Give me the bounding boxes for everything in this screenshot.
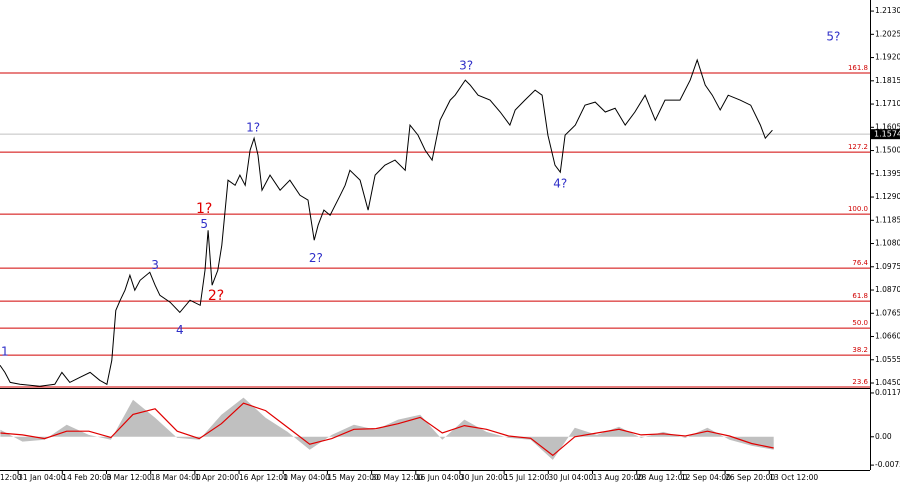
x-tick-label: 18 Mar 04:00: [151, 473, 201, 482]
x-tick-label: 15 Jul 12:00: [504, 473, 549, 482]
wave-label: 3?: [459, 59, 473, 73]
x-tick-label: 13 Oct 12:00: [769, 473, 818, 482]
x-tick-label: 28 Aug 12:00: [637, 473, 688, 482]
y-tick-label: 1.1710: [875, 99, 900, 108]
y-tick-label: 1.2130: [875, 6, 900, 15]
y-tick-label: 0.00: [875, 432, 892, 441]
y-tick-label: 1.1185: [875, 215, 900, 224]
x-tick-label: 1 May 04:00: [283, 473, 330, 482]
y-tick-label: 1.0450: [875, 378, 900, 387]
y-tick-label: 1.0765: [875, 308, 900, 317]
y-tick-label: 1.1605: [875, 122, 900, 131]
y-tick-label: 1.0660: [875, 332, 900, 341]
x-tick-label: 31 Jan 04:00: [18, 473, 66, 482]
wave-label: 2?: [309, 251, 323, 265]
wave-label: 1: [1, 345, 9, 359]
y-tick-label: 1.2025: [875, 29, 900, 38]
y-tick-label: 1.0555: [875, 355, 900, 364]
wave-label: 1?: [196, 201, 212, 217]
x-tick-label: 16 Jun 04:00: [416, 473, 464, 482]
y-tick-label: -0.00759: [875, 460, 900, 469]
y-tick-label: 1.0870: [875, 285, 900, 294]
level-label: 50.0: [852, 319, 868, 327]
level-label: 76.4: [852, 259, 868, 267]
x-tick-label: 30 May 12:00: [372, 473, 424, 482]
last-price-box: [871, 129, 900, 140]
wave-label: 4: [176, 323, 184, 337]
x-tick-label: 13 Aug 20:00: [593, 473, 644, 482]
level-label: 38.2: [852, 346, 868, 354]
x-tick-label: 15 May 20:00: [327, 473, 379, 482]
wave-label: 5?: [826, 30, 840, 44]
y-tick-label: 1.1080: [875, 239, 900, 248]
x-tick-label: 30 Jun 20:00: [460, 473, 508, 482]
wave-label: 1?: [246, 121, 260, 135]
x-tick-label: 1 Apr 20:00: [195, 473, 239, 482]
x-tick-label: 16 Apr 12:00: [239, 473, 288, 482]
x-tick-label: 30 Jul 04:00: [548, 473, 593, 482]
y-tick-label: 1.1815: [875, 76, 900, 85]
x-tick-label: 26 Sep 20:00: [725, 473, 775, 482]
level-label: 127.2: [848, 143, 868, 151]
price-line: [0, 58, 773, 387]
y-tick-label: 1.1920: [875, 53, 900, 62]
level-label: 161.8: [848, 64, 868, 72]
wave-label: 4?: [553, 177, 567, 191]
y-tick-label: 1.1500: [875, 146, 900, 155]
wave-label: 3: [151, 258, 159, 272]
x-tick-label: 12:00: [0, 473, 22, 482]
y-tick-label: 1.1290: [875, 192, 900, 201]
level-label: 100.0: [848, 205, 868, 213]
wave-label: 5: [200, 217, 208, 231]
level-label: 61.8: [852, 292, 868, 300]
y-tick-label: 1.1395: [875, 169, 900, 178]
x-tick-label: 14 Feb 20:00: [62, 473, 111, 482]
y-tick-label: 1.0975: [875, 262, 900, 271]
y-tick-label: 0.01174: [875, 388, 900, 397]
signal-line: [0, 402, 774, 457]
level-label: 23.6: [852, 378, 868, 386]
wave-label: 2?: [208, 288, 224, 304]
x-tick-label: 3 Mar 12:00: [106, 473, 152, 482]
histogram: [0, 397, 774, 460]
x-tick-label: 12 Sep 04:00: [681, 473, 731, 482]
last-price-label: 1.1574: [874, 130, 900, 139]
